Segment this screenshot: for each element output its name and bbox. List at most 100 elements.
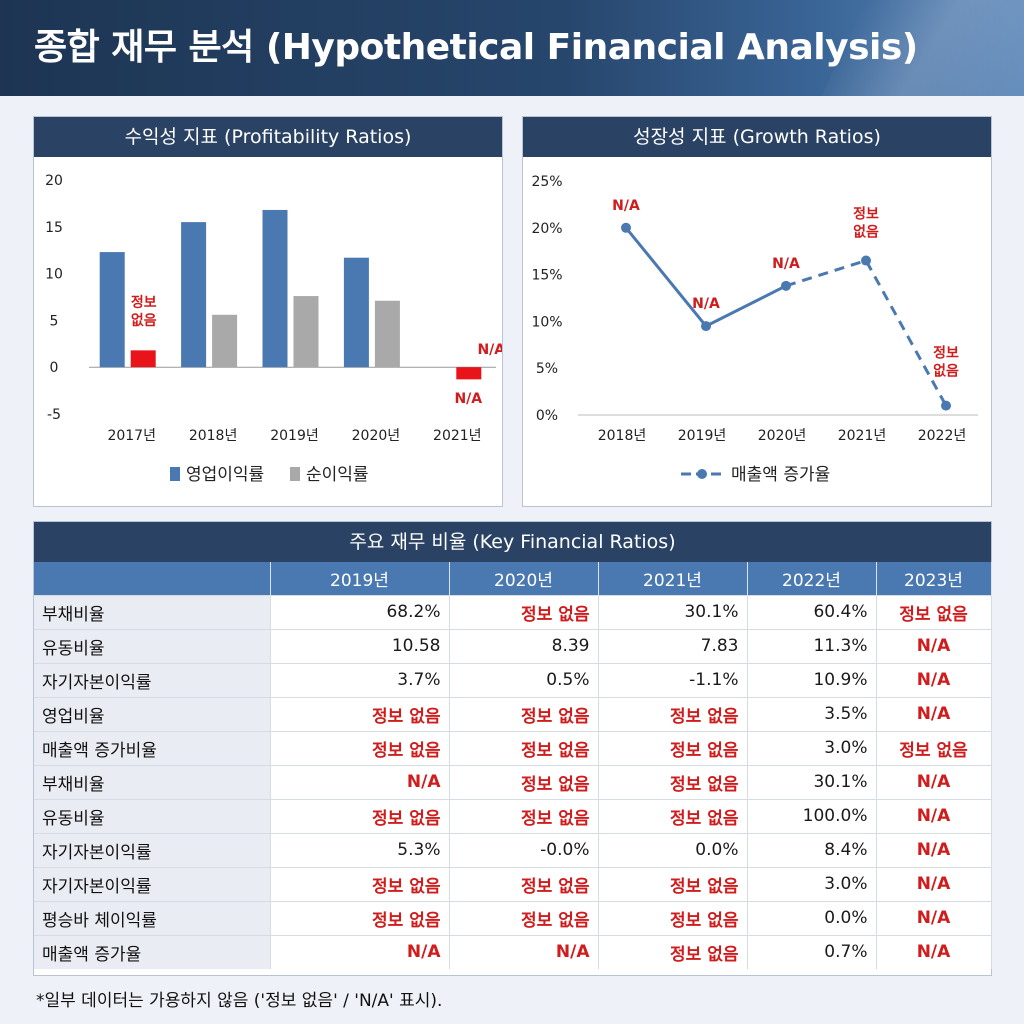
column-header: 2022년 — [747, 562, 877, 595]
table-cell: 정보 없음 — [449, 730, 599, 765]
table-cell: 0.5% — [449, 662, 599, 697]
y-tick-label: 0% — [536, 408, 558, 424]
table-cell: 3.0% — [747, 730, 877, 765]
table-row: 자기자본이익률 정보 없음 정보 없음 정보 없음 3.0% N/A — [34, 866, 992, 901]
bar-net-margin — [456, 367, 482, 380]
table-cell: 0.0% — [747, 900, 877, 935]
table-row: 평승바 체이익률 정보 없음 정보 없음 정보 없음 0.0% N/A — [34, 900, 992, 935]
table-cell: N/A — [876, 662, 992, 697]
table-cell: 정보 없음 — [270, 730, 450, 765]
page-header: 종합 재무 분석 (Hypothetical Financial Analysi… — [0, 0, 1024, 96]
table-cell: 정보 없음 — [449, 798, 599, 833]
table-cell: 정보 없음 — [270, 866, 450, 901]
table-cell: 0.0% — [598, 832, 748, 867]
table-cell: N/A — [876, 934, 992, 969]
bar-net-margin — [374, 300, 400, 368]
row-label: 매출액 증가율 — [34, 934, 271, 969]
bar-operating-margin — [181, 222, 207, 368]
table-row: 매출액 증가율 N/A N/A 정보 없음 0.7% N/A — [34, 934, 992, 969]
table-cell: 정보 없음 — [270, 798, 450, 833]
table-row: 매출액 증가비율 정보 없음 정보 없음 정보 없음 3.0% 정보 없음 — [34, 730, 992, 765]
table-cell: N/A — [270, 934, 450, 969]
legend-label: 순이익률 — [306, 465, 369, 485]
table-cell: 60.4% — [747, 594, 877, 629]
table-cell: 30.1% — [598, 594, 748, 629]
table-row: 유동비율 정보 없음 정보 없음 정보 없음 100.0% N/A — [34, 798, 992, 833]
legend-label: 매출액 증가율 — [731, 465, 830, 485]
bar-operating-margin — [343, 257, 369, 368]
x-tick-label: 2018년 — [598, 428, 647, 444]
row-label: 자기자본이익률 — [34, 662, 271, 697]
profitability-chart: 20 15 10 5 0 -5 2017년 2018년 2019년 2020년 2021년 정보 없음 N… — [45, 173, 502, 485]
annotation-label: N/A — [692, 296, 720, 312]
table-cell: 100.0% — [747, 798, 877, 833]
legend-marker — [697, 469, 707, 479]
table-cell: 11.3% — [747, 628, 877, 663]
y-tick-label: -5 — [47, 407, 61, 423]
growth-chart: 25% 20% 15% 10% 5% 0% 2018년 2019년 2020년 2021년 2022… — [531, 174, 978, 485]
data-point — [781, 280, 791, 291]
table-cell: 정보 없음 — [598, 798, 748, 833]
column-header: 2021년 — [598, 562, 748, 595]
table-cell: 30.1% — [747, 764, 877, 799]
table-cell: 10.9% — [747, 662, 877, 697]
row-label: 유동비율 — [34, 798, 271, 833]
x-tick-label: 2021년 — [838, 428, 887, 444]
data-point — [941, 400, 951, 411]
bar-net-margin — [130, 350, 156, 368]
table-cell: 정보 없음 — [270, 900, 450, 935]
table-corner-cell — [34, 562, 271, 595]
table-cell: 정보 없음 — [876, 730, 992, 765]
bar-net-margin — [293, 296, 319, 368]
table-row: 유동비율 10.58 8.39 7.83 11.3% N/A — [34, 628, 992, 663]
table-row: 자기자본이익률 5.3% -0.0% 0.0% 8.4% N/A — [34, 832, 992, 867]
table-cell: N/A — [876, 764, 992, 799]
y-tick-label: 20 — [45, 173, 63, 189]
annotation-label: 정보 없음 — [933, 345, 959, 380]
table-cell: 정보 없음 — [449, 866, 599, 901]
table-cell: 정보 없음 — [598, 934, 748, 969]
table-cell: 정보 없음 — [598, 866, 748, 901]
table-cell: 68.2% — [270, 594, 450, 629]
x-tick-label: 2017년 — [107, 428, 156, 444]
key-ratios-table: 2019년 2020년 2021년 2022년 2023년 부채비율 68.2% 정… — [34, 562, 992, 969]
profitability-panel: 수익성 지표 (Profitability Ratios) 20 15 10 5 0 -5… — [33, 116, 503, 507]
annotation-label: N/A — [772, 256, 800, 272]
table-cell: -0.0% — [449, 832, 599, 867]
annotation-label: N/A — [612, 198, 640, 214]
row-label: 자기자본이익률 — [34, 866, 271, 901]
table-cell: N/A — [876, 696, 992, 731]
table-cell: 정보 없음 — [449, 696, 599, 731]
table-cell: 10.58 — [270, 628, 450, 663]
growth-panel-title: 성장성 지표 (Growth Ratios) — [523, 117, 991, 157]
table-cell: 정보 없음 — [449, 900, 599, 935]
table-cell: 정보 없음 — [449, 594, 599, 629]
table-header-row: 2019년 2020년 2021년 2022년 2023년 — [34, 562, 992, 595]
table-cell: N/A — [876, 832, 992, 867]
y-tick-label: 20% — [531, 221, 562, 237]
table-cell: N/A — [876, 798, 992, 833]
growth-line-dashed — [785, 258, 948, 407]
data-point — [701, 321, 711, 332]
table-row: 자기자본이익률 3.7% 0.5% -1.1% 10.9% N/A — [34, 662, 992, 697]
table-cell: 정보 없음 — [598, 900, 748, 935]
table-cell: 정보 없음 — [598, 730, 748, 765]
y-tick-label: 15 — [45, 220, 63, 236]
table-cell: 정보 없음 — [449, 764, 599, 799]
bar-operating-margin — [99, 252, 125, 368]
table-row: 부채비율 N/A 정보 없음 정보 없음 30.1% N/A — [34, 764, 992, 799]
page-title: 종합 재무 분석 (Hypothetical Financial Analysi… — [34, 27, 918, 68]
table-cell: 정보 없음 — [598, 696, 748, 731]
table-cell: -1.1% — [598, 662, 748, 697]
row-label: 부채비율 — [34, 764, 271, 799]
data-point — [861, 255, 871, 266]
x-tick-label: 2020년 — [758, 428, 807, 444]
table-cell: N/A — [449, 934, 599, 969]
bar-operating-margin — [262, 209, 288, 368]
table-cell: 정보 없음 — [270, 696, 450, 731]
table-cell: N/A — [270, 764, 450, 799]
annotation-label: 정보 없음 — [853, 206, 879, 241]
key-ratios-title: 주요 재무 비율 (Key Financial Ratios) — [34, 522, 991, 562]
row-label: 평승바 체이익률 — [34, 900, 271, 935]
y-tick-label: 5 — [50, 313, 59, 329]
